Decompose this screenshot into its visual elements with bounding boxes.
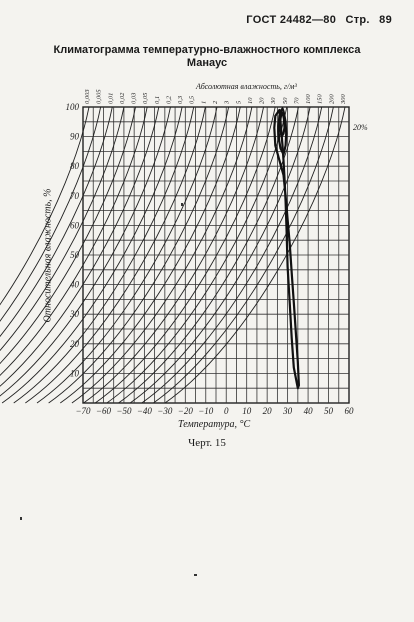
top-axis-tick-label: 1 [200,101,207,104]
climate-envelope-series-1 [273,108,300,390]
y-tick-label: 80 [70,161,80,171]
y-tick-label: 100 [66,102,80,112]
x-tick-label: −20 [178,406,194,416]
abs-humidity-curve [0,106,113,337]
x-tick-label: 20 [263,406,273,416]
x-tick-label: 10 [242,406,252,416]
figure-title-line2: Манаус [186,57,228,69]
top-axis-tick-label: 150 [317,94,324,105]
top-axis-tick-label: 0,5 [189,95,196,104]
x-axis-title: Температура, °C [178,419,251,430]
climate-envelope-series-3 [278,111,286,138]
abs-humidity-curve [48,106,230,404]
top-axis-tick-label: 5 [235,100,242,104]
abs-humidity-curve [1,106,183,404]
y-tick-label: 30 [69,309,80,319]
x-tick-label: 50 [324,406,334,416]
abs-humidity-curve [129,106,311,404]
x-tick-label: −50 [116,406,132,416]
top-axis-tick-label: 0,3 [177,95,184,104]
abs-humidity-curve [0,106,102,322]
abs-humidity-curve [0,106,90,306]
abs-humidity-curve [94,106,276,404]
top-axis-tick-label: 2 [212,100,219,104]
rh-annotation: 20% [353,123,368,132]
y-tick-label: 40 [70,280,80,290]
x-tick-label: −40 [137,406,153,416]
page-label: Стр. [345,14,370,26]
abs-humidity-curve [60,106,241,404]
top-axis-tick-label: 200 [328,94,335,105]
x-tick-label: −10 [198,406,214,416]
y-tick-label: 90 [70,132,80,142]
abs-humidity-curve [13,106,195,404]
figure-caption: Черт. 15 [188,437,226,449]
abs-humidity-curve [141,106,323,404]
y-axis-title: Относительная влажность, % [42,188,54,323]
abs-humidity-curve [0,106,171,397]
top-axis-tick-label: 0,02 [119,92,126,104]
x-tick-label: 30 [282,406,293,416]
abs-humidity-curve [0,106,160,387]
top-axis-tick-label: 300 [340,94,347,106]
top-axis-tick-label: 0,2 [165,95,172,104]
y-tick-label: 60 [70,220,80,230]
top-axis-tick-label: 20 [259,97,266,104]
page-number: 89 [379,14,392,26]
abs-humidity-curve [25,106,206,404]
abs-humidity-curve [164,106,346,404]
standard-number: ГОСТ 24482—80 [246,14,337,26]
abs-humidity-curve [0,106,125,352]
y-tick-label: 50 [70,250,80,260]
abs-humidity-curve [83,106,264,404]
abs-humidity-curve [106,106,288,404]
top-axis-tick-label: 0,005 [96,89,103,104]
top-axis-tick-label: 70 [293,97,300,104]
abs-humidity-curve [118,106,299,404]
x-tick-label: −30 [157,406,173,416]
speck-mark [194,574,197,576]
y-tick-label: 70 [70,191,80,201]
top-axis-tick-label: 0,05 [142,92,149,104]
top-axis-tick-label: 100 [305,94,312,105]
x-tick-label: 60 [345,406,355,416]
top-axis-tick-label: 30 [270,97,277,105]
x-tick-label: 0 [224,406,229,416]
x-tick-label: −70 [75,406,91,416]
abs-humidity-curve [36,106,218,404]
top-axis-tick-label: 0,01 [107,93,114,104]
abs-humidity-curve [0,106,136,364]
abs-humidity-curve [71,106,253,404]
speck-mark [20,517,22,520]
page-header: ГОСТ 24482—80 Стр. 89 [240,14,392,26]
top-axis-tick-label: 0,003 [84,89,91,104]
speck-mark [181,203,183,206]
climate-envelope-series-2 [277,107,288,156]
absolute-humidity-label: Абсолютная влажность, г/м³ [196,82,297,91]
top-axis-tick-label: 3 [224,100,231,105]
top-axis-tick-label: 0,03 [131,92,138,104]
figure-title-line1: Климатограмма температурно-влажностного … [53,44,361,56]
top-axis-tick-label: 10 [247,97,254,104]
y-tick-label: 10 [70,368,80,378]
abs-humidity-curve [0,106,148,376]
x-tick-label: 40 [304,406,314,416]
top-axis-tick-label: 0,1 [154,96,161,104]
abs-humidity-curve [153,106,334,404]
top-axis-tick-label: 50 [282,97,289,104]
x-tick-label: −60 [96,406,112,416]
figure-title: Климатограмма температурно-влажностного … [0,44,414,70]
y-tick-label: 20 [70,339,80,349]
